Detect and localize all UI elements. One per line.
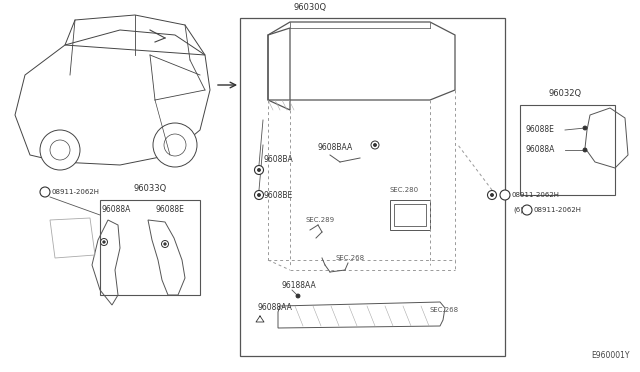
Circle shape <box>490 193 493 196</box>
Text: 08911-2062H: 08911-2062H <box>512 192 560 198</box>
Text: 08911-2062H: 08911-2062H <box>534 207 582 213</box>
Circle shape <box>50 140 70 160</box>
Bar <box>100 200 200 295</box>
Text: 9608BE: 9608BE <box>264 190 293 199</box>
Circle shape <box>153 123 197 167</box>
Text: 96088E: 96088E <box>525 125 554 135</box>
Text: N: N <box>524 208 530 212</box>
Circle shape <box>103 241 105 243</box>
Circle shape <box>500 190 510 200</box>
Circle shape <box>161 241 168 247</box>
Circle shape <box>257 169 260 171</box>
Text: 96188AA: 96188AA <box>282 280 317 289</box>
Text: 96088E: 96088E <box>155 205 184 215</box>
Circle shape <box>100 238 108 246</box>
Text: 96088A: 96088A <box>102 205 131 215</box>
Text: (6): (6) <box>513 207 523 213</box>
Text: 96088A: 96088A <box>525 145 554 154</box>
Text: E960001Y: E960001Y <box>591 351 630 360</box>
Circle shape <box>488 190 497 199</box>
Text: N: N <box>502 192 508 198</box>
Circle shape <box>583 148 587 152</box>
Text: SEC.289: SEC.289 <box>305 217 334 223</box>
Bar <box>520 105 615 195</box>
Text: SEC.280: SEC.280 <box>390 187 419 193</box>
Text: 9608BAA: 9608BAA <box>318 144 353 153</box>
Circle shape <box>296 294 300 298</box>
Text: N: N <box>42 189 48 195</box>
Circle shape <box>164 134 186 156</box>
Text: 96032Q: 96032Q <box>548 89 582 98</box>
Text: SEC.268: SEC.268 <box>335 255 364 261</box>
Circle shape <box>522 205 532 215</box>
Text: 9608BA: 9608BA <box>264 155 294 164</box>
Circle shape <box>40 187 50 197</box>
Bar <box>394 204 426 226</box>
Circle shape <box>257 193 260 196</box>
Circle shape <box>164 243 166 245</box>
Circle shape <box>374 144 376 147</box>
Text: 96030Q: 96030Q <box>293 3 326 12</box>
Text: 08911-2062H: 08911-2062H <box>52 189 100 195</box>
Circle shape <box>583 126 587 130</box>
Text: SEC.268: SEC.268 <box>430 307 459 313</box>
Bar <box>240 18 505 356</box>
Text: 96033Q: 96033Q <box>133 184 166 193</box>
Bar <box>390 200 430 230</box>
Circle shape <box>40 130 80 170</box>
Circle shape <box>255 190 264 199</box>
Text: 96088AA: 96088AA <box>258 304 293 312</box>
Circle shape <box>371 141 379 149</box>
Circle shape <box>255 166 264 174</box>
